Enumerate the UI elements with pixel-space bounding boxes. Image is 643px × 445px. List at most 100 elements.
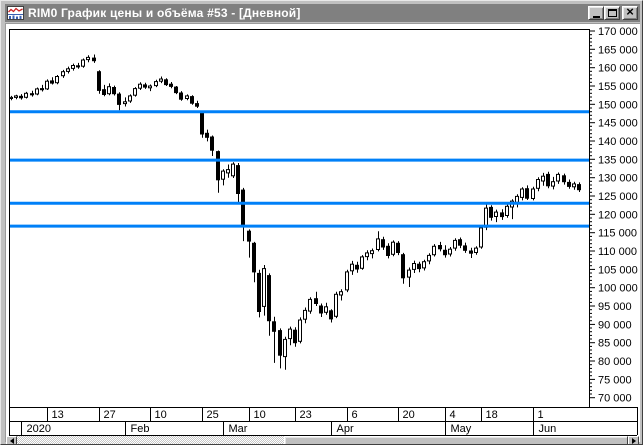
candle-body-down [567,181,571,187]
week-tick-label: 13 [52,409,64,421]
candle-body-up [541,175,545,182]
candle-body-up [262,268,266,307]
candle-body-up [520,188,524,198]
candle-body-up [345,271,349,291]
candle-body-up [339,291,343,296]
candle-body-down [386,245,390,257]
close-button[interactable]: × [622,4,638,20]
y-axis-label: 80 000 [598,356,632,368]
y-axis-label: 85 000 [598,338,632,350]
candle-body-up [81,59,85,67]
candle-body-up [365,252,369,258]
candle-body-down [164,79,168,86]
candle-body-up [24,92,28,98]
y-axis-label: 155 000 [598,81,638,93]
candle-body-down [117,93,121,105]
candle-body-up [324,306,328,313]
y-axis-label: 115 000 [598,228,637,240]
candle-body-down [577,184,581,191]
candle-body-down [76,65,80,68]
candle-body-up [370,250,374,255]
maximize-button[interactable] [604,6,620,20]
y-axis-label: 95 000 [598,301,632,313]
y-axis-label: 70 000 [598,393,632,405]
candle-body-up [288,328,292,340]
candle-body-down [355,264,359,270]
candle-body-down [19,95,23,99]
month-label: Apr [337,423,354,435]
minimize-icon [592,15,600,18]
candle-body-down [92,57,96,62]
maximize-icon [607,9,617,17]
candle-body-up [350,263,354,272]
candle-body-up [231,163,235,177]
candle-body-up [159,78,163,82]
candle-body-down [396,242,400,254]
candle-body-up [86,56,90,61]
week-tick-label: 10 [254,409,266,421]
candle-body-down [525,188,529,199]
candle-body-down [143,84,147,88]
month-label: Feb [131,423,150,435]
scrollbar-thumb[interactable] [284,436,628,444]
candle-body-down [443,249,447,256]
candle-body-up [133,88,137,96]
candle-body-up [531,188,535,199]
title-bar[interactable]: RIM0 График цены и объёма #53 - [Дневной… [5,4,640,22]
candle-body-up [303,309,307,320]
candle-body-up [427,254,431,262]
candle-body-up [107,86,111,95]
candle-body-up [221,170,225,180]
candle-body-down [247,230,251,242]
minimize-button[interactable] [588,6,604,20]
candle-body-down [50,80,54,84]
candle-body-up [494,211,498,218]
week-tick-label: 6 [352,409,358,421]
candle-body-down [195,103,199,107]
y-axis-label: 105 000 [598,264,638,276]
candle-body-up [45,80,49,90]
y-axis-label: 110 000 [598,246,637,258]
candle-body-down [205,132,209,138]
y-axis-label: 145 000 [598,118,638,130]
week-tick-label: 4 [450,409,456,421]
candle-body-up [298,319,302,342]
scrollbar-track[interactable] [17,436,628,444]
candle-body-down [257,272,261,312]
candle-body-down [102,89,106,95]
y-axis-label: 160 000 [598,63,638,75]
scroll-left-button[interactable] [6,436,17,444]
candle-body-down [469,250,473,254]
horizontal-scrollbar[interactable] [6,436,639,444]
candle-body-up [551,181,555,187]
week-tick-label: 18 [486,409,498,421]
candle-body-down [267,275,271,322]
scroll-right-button[interactable] [628,436,639,444]
candle-body-down [200,111,204,135]
plot-border [9,29,589,407]
candle-body-up [448,248,452,255]
candle-body-up [61,71,65,77]
candle-body-up [148,85,152,89]
right-arrow-icon [631,437,636,444]
window-title: RIM0 График цены и объёма #53 - [Дневной… [28,6,301,20]
candle-body-down [236,165,240,195]
candle-body-down [546,173,550,187]
week-tick-label: 27 [104,409,116,421]
candle-body-up [422,261,426,269]
candle-body-up [391,241,395,255]
candle-body-down [329,310,333,320]
week-tick-label: 1 [538,409,544,421]
month-label: Mar [229,423,248,435]
candle-body-down [293,329,297,344]
week-tick-label: 25 [207,409,219,421]
candle-body-down [417,263,421,270]
close-icon: × [626,4,634,19]
candle-body-up [71,65,75,69]
candle-body-up [334,293,338,317]
y-axis-label: 130 000 [598,173,638,185]
candle-body-down [562,175,566,183]
y-axis-label: 125 000 [598,191,638,203]
candle-body-down [314,298,318,305]
